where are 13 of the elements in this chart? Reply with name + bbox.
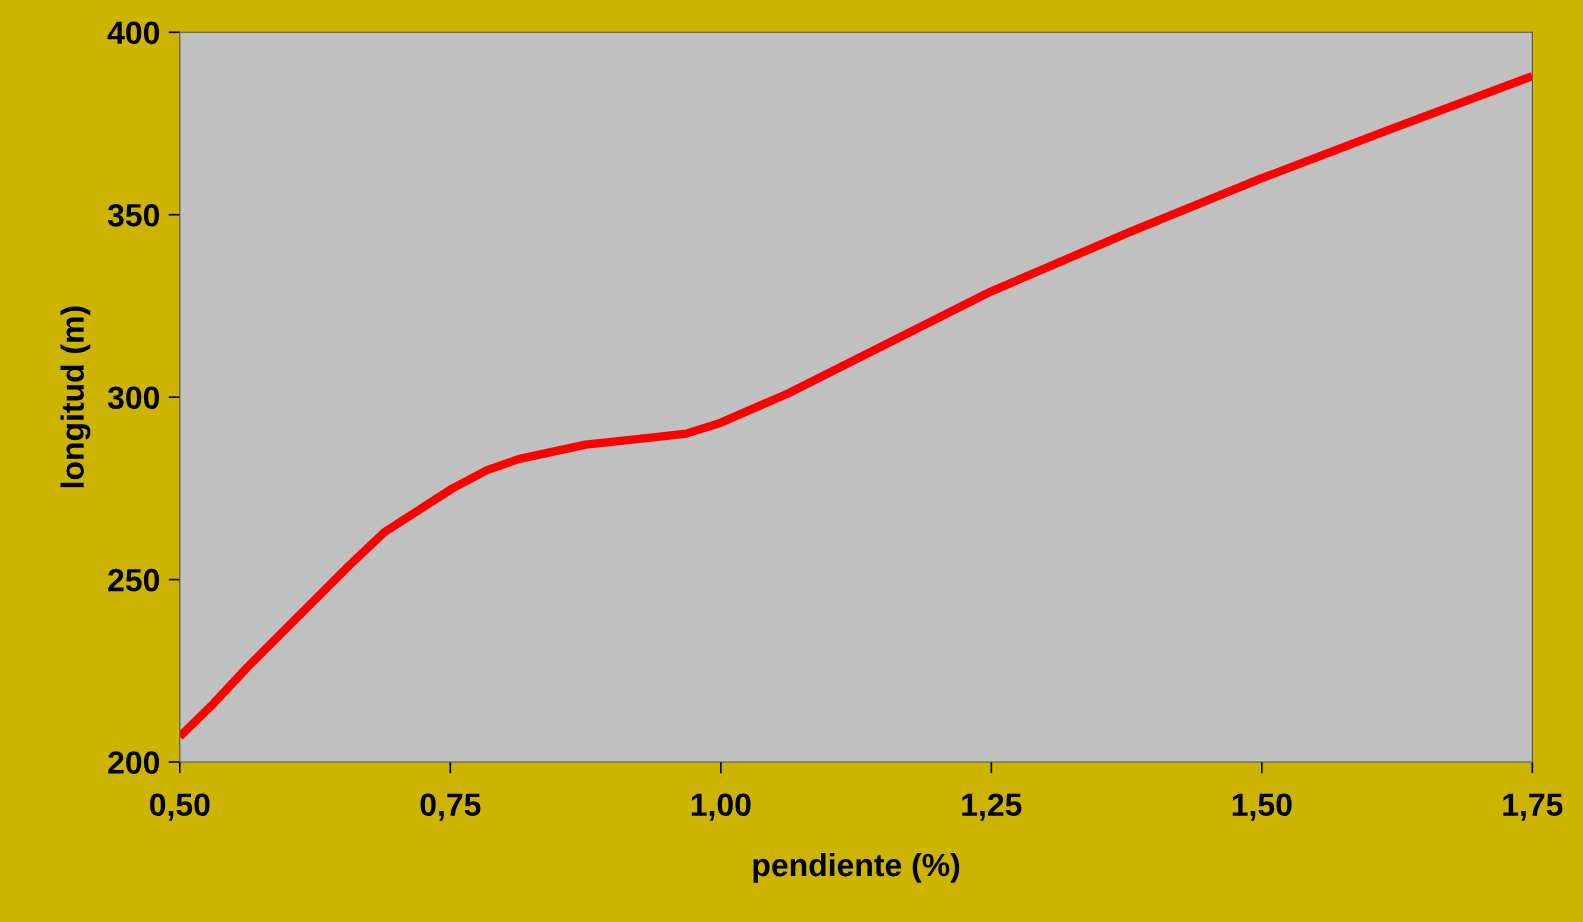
x-tick-label: 1,25	[962, 793, 1022, 821]
x-tick-label: 1,50	[1232, 793, 1292, 821]
y-tick-label: 250	[108, 568, 160, 592]
y-axis-title: longitud (m)	[60, 306, 91, 488]
x-tick-label: 0,75	[420, 793, 481, 821]
y-tick-label: 400	[107, 21, 160, 45]
x-tick-label: 0,50	[150, 793, 210, 821]
x-axis-title: pendiente (%)	[753, 852, 960, 883]
x-tick-label: 1,75	[1503, 793, 1563, 821]
y-tick-label: 350	[107, 203, 160, 227]
y-tick-label: 300	[107, 386, 160, 410]
y-tick-label: 200	[108, 751, 160, 774]
x-tick-label: 1,00	[691, 793, 751, 821]
